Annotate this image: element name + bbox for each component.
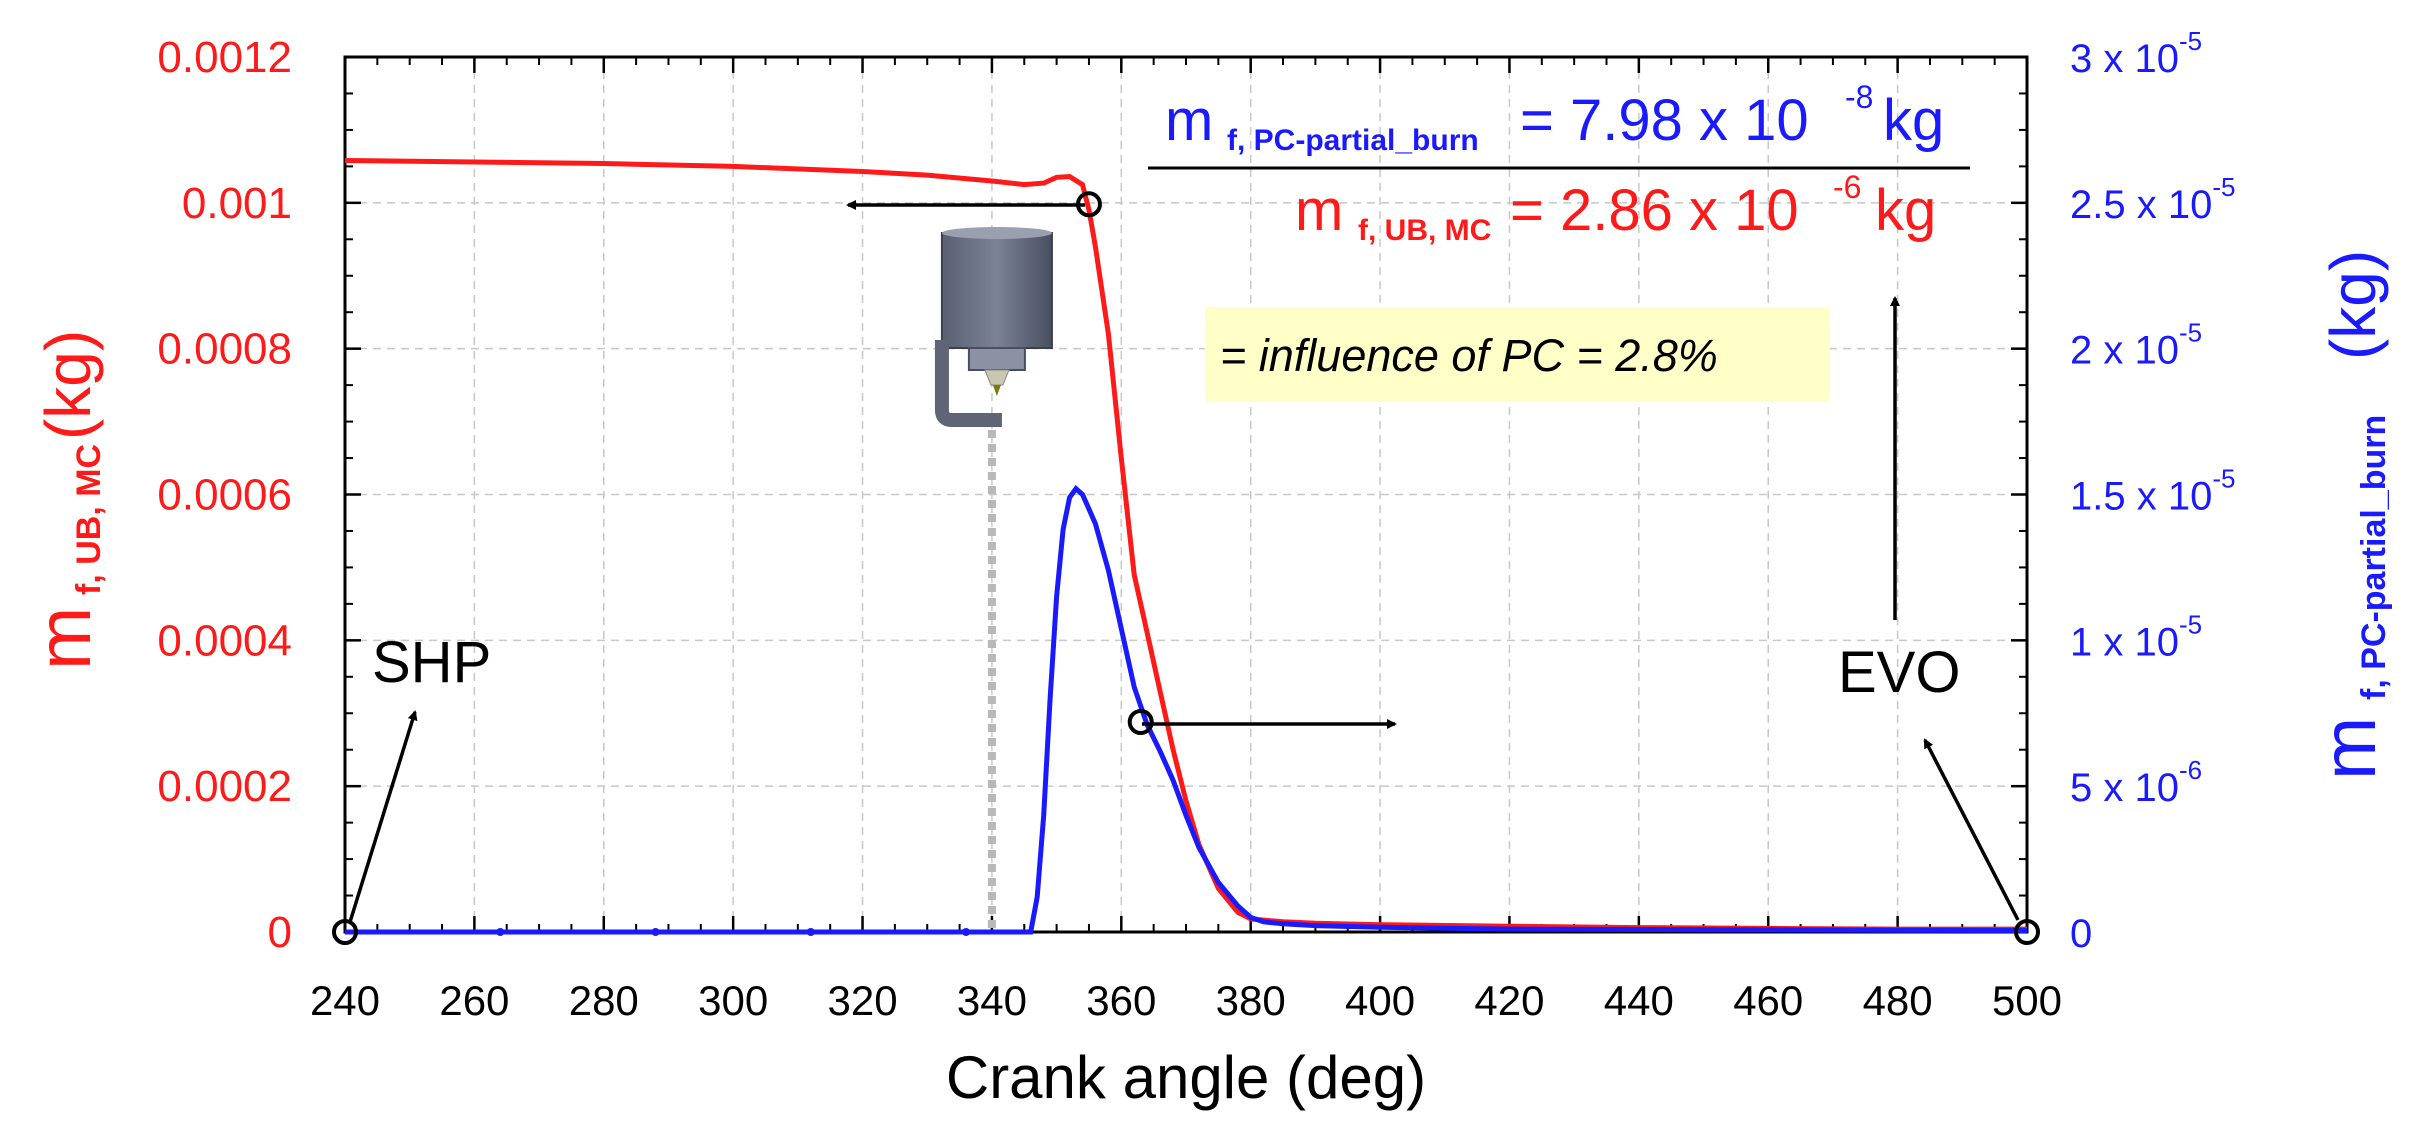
denominator-unit: kg (1875, 178, 1936, 243)
y-left-tick-label: 0.0008 (157, 325, 292, 374)
x-tick-label: 320 (827, 977, 897, 1024)
markers (332, 191, 2040, 945)
blue-baseline-dots (496, 928, 971, 936)
y-right-tick-label: 1 x 10-5 (2070, 609, 2202, 664)
y-right-axis-label: m f, PC-partial_burn (kg) (2307, 250, 2393, 780)
evo-marker (2014, 919, 2040, 945)
numerator-m: m (1165, 88, 1213, 153)
y-left-label-unit: (kg) (32, 330, 104, 440)
influence-box (1205, 307, 1830, 402)
arrow-evo (1923, 738, 2020, 921)
blue-curve-marker (1127, 709, 1154, 735)
x-tick-label: 500 (1992, 977, 2062, 1024)
x-tick-label: 380 (1216, 977, 1286, 1024)
baseline-dot (496, 928, 505, 936)
denominator-exp: -6 (1833, 169, 1861, 205)
numerator-value: = 7.98 x 10 (1520, 88, 1809, 153)
x-tick-label: 400 (1345, 977, 1415, 1024)
x-tick-label: 260 (439, 977, 509, 1024)
denominator-value: = 2.86 x 10 (1510, 178, 1799, 243)
y-right-tick-label: 5 x 10-6 (2070, 755, 2202, 810)
y-left-tick-label: 0.0004 (157, 616, 292, 665)
spark-plug-icon (934, 227, 1053, 427)
baseline-dot (651, 928, 660, 936)
y-right-tick-label: 1.5 x 10-5 (2070, 464, 2235, 519)
ratio-numerator: m f, PC-partial_burn = 7.98 x 10 -8 kg (1165, 79, 1944, 157)
x-tick-label: 280 (569, 977, 639, 1024)
y-left-tick-label: 0.0006 (157, 471, 292, 520)
shp-label: SHP (372, 630, 491, 695)
grid (345, 57, 2027, 932)
y-left-tick-label: 0.001 (182, 179, 292, 228)
y-left-label-sub: f, UB, MC (70, 444, 108, 595)
y-left-tick-label: 0 (268, 908, 292, 957)
ratio-denominator: m f, UB, MC = 2.86 x 10 -6 kg (1295, 169, 1936, 247)
baseline-dot (806, 928, 815, 936)
x-tick-label: 460 (1733, 977, 1803, 1024)
y-right-tick-label: 0 (2070, 912, 2092, 956)
y-left-tick-label: 0.0002 (157, 762, 292, 811)
evo-label: EVO (1838, 640, 1961, 705)
x-tick-label: 300 (698, 977, 768, 1024)
x-tick-label: 360 (1086, 977, 1156, 1024)
x-tick-label: 420 (1474, 977, 1544, 1024)
series-line-mf-pc-partial-burn (345, 485, 2028, 935)
shp-marker (332, 919, 358, 945)
y-left-axis-label: m f, UB, MC (kg) (22, 330, 108, 670)
y-right-tick-label: 2 x 10-5 (2070, 318, 2202, 373)
y-right-tick-labels: 0 5 x 10-6 1 x 10-5 1.5 x 10-5 2 x 10-5 2.5 x… (2070, 26, 2235, 956)
numerator-unit: kg (1883, 88, 1944, 153)
denominator-m: m (1295, 178, 1343, 243)
x-tick-label: 440 (1604, 977, 1674, 1024)
y-left-tick-label: 0.0012 (157, 33, 292, 82)
y-right-label-main: m (2307, 717, 2392, 780)
x-axis-label: Crank angle (deg) (946, 1044, 1426, 1111)
x-tick-labels: 240 260 280 300 320 340 360 380 400 420 440 460 480 5… (310, 977, 2062, 1024)
y-right-tick-label: 3 x 10-5 (2070, 26, 2202, 81)
x-tick-label: 480 (1863, 977, 1933, 1024)
y-right-label-sub: f, PC-partial_burn (2355, 415, 2393, 700)
x-tick-label: 340 (957, 977, 1027, 1024)
arrow-shp (348, 710, 418, 923)
denominator-sub: f, UB, MC (1358, 214, 1491, 247)
y-left-label-main: m (22, 607, 107, 670)
y-left-tick-labels: 0 0.0002 0.0004 0.0006 0.0008 0.001 0.0012 (157, 33, 292, 957)
numerator-exp: -8 (1845, 79, 1873, 115)
numerator-sub: f, PC-partial_burn (1227, 124, 1479, 157)
influence-text: = influence of PC = 2.8% (1220, 330, 1718, 381)
y-right-tick-label: 2.5 x 10-5 (2070, 172, 2235, 227)
baseline-dot (962, 928, 971, 936)
x-tick-label: 240 (310, 977, 380, 1024)
y-right-label-unit: (kg) (2317, 250, 2389, 360)
